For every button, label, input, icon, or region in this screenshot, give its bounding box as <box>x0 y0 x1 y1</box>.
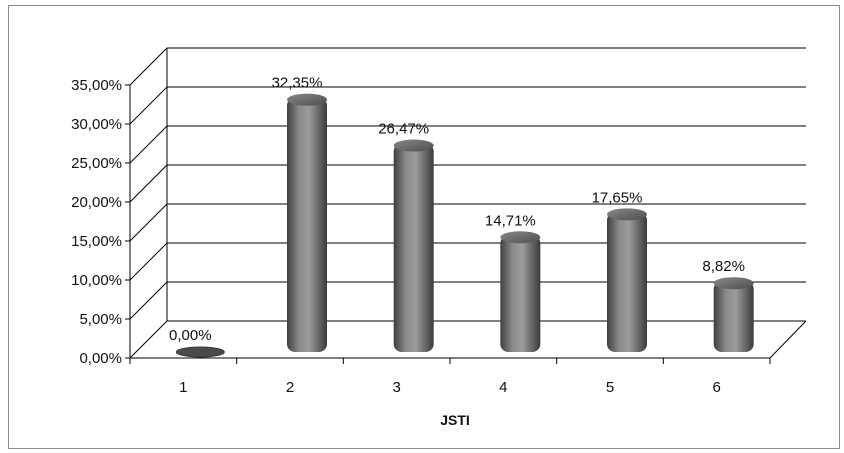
floor-right-edge <box>769 320 807 359</box>
gridline-diagonal <box>129 242 168 281</box>
bar <box>607 208 647 352</box>
gridline-diagonal <box>129 47 168 86</box>
bar <box>175 346 225 358</box>
bar-body <box>713 281 754 352</box>
bar-body <box>393 143 434 352</box>
data-label: 26,47% <box>378 121 429 138</box>
y-tick-label: 0,00% <box>79 350 122 367</box>
data-label: 14,71% <box>485 212 536 229</box>
bar <box>713 277 754 352</box>
y-tick-label: 15,00% <box>71 233 122 250</box>
bar-base <box>175 346 225 358</box>
data-label: 0,00% <box>169 327 212 344</box>
gridline-diagonal <box>129 164 168 203</box>
bar-body <box>607 212 647 352</box>
data-label: 17,65% <box>592 189 643 206</box>
gridline-diagonal <box>129 86 168 125</box>
bar <box>287 93 327 352</box>
gridline-diagonal <box>129 281 168 320</box>
y-tick-label: 25,00% <box>71 155 122 172</box>
y-tick-label: 5,00% <box>79 311 122 328</box>
gridline-diagonal <box>129 203 168 242</box>
gridlines <box>129 47 806 359</box>
x-axis-title: JSTI <box>440 412 470 428</box>
bars <box>175 93 754 358</box>
bar-top <box>393 139 434 152</box>
bar-top <box>607 208 647 221</box>
data-label: 8,82% <box>702 258 745 275</box>
x-tick-label: 3 <box>392 379 400 396</box>
y-tick-label: 35,00% <box>71 77 122 94</box>
x-tick-label: 2 <box>286 379 294 396</box>
gridline-diagonal <box>129 320 168 359</box>
bar-top <box>500 231 541 244</box>
bar <box>393 139 434 352</box>
y-tick-label: 30,00% <box>71 116 122 133</box>
y-tick-label: 20,00% <box>71 194 122 211</box>
bar-top <box>287 93 327 106</box>
x-tick-label: 4 <box>499 379 507 396</box>
x-tick-label: 6 <box>712 379 720 396</box>
y-tick-label: 10,00% <box>71 272 122 289</box>
bar-top <box>713 277 754 290</box>
bar-body <box>500 235 541 352</box>
x-tick-label: 1 <box>179 379 187 396</box>
x-tick-label: 5 <box>606 379 614 396</box>
bar-body <box>287 97 327 352</box>
gridline-diagonal <box>129 125 168 164</box>
data-labels: 0,00% 32,35% 26,47% 14,71% 17,65% 8,82% <box>169 75 745 344</box>
axes: 0,00%5,00%10,00%15,00%20,00%25,00%30,00%… <box>71 77 807 396</box>
bar <box>500 231 541 352</box>
data-label: 32,35% <box>272 75 323 92</box>
